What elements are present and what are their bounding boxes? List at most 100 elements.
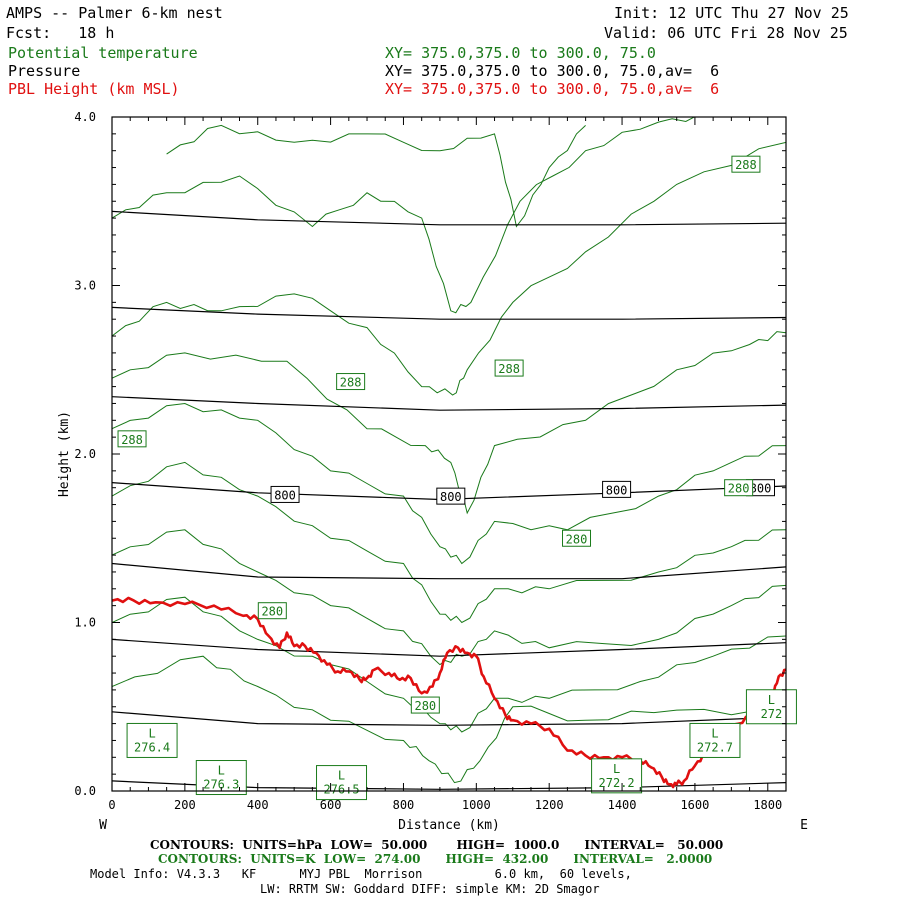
theta-contour-4 [112,402,786,565]
legend-pbl-xy: XY= 375.0,375.0 to 300.0, 75.0,av= 6 [385,80,720,98]
pressure-label-text: 800 [750,482,772,496]
legend-theta-name: Potential temperature [8,44,198,62]
pressure-contour-5 [112,638,786,657]
y-tick-label: 1.0 [74,616,96,630]
pressure-label-1: 800 [436,487,466,505]
x-axis-label: Distance (km) [398,818,500,833]
x-tick-label: 1600 [680,798,709,812]
x-tick-label: 1000 [462,798,491,812]
valid-time: Valid: 06 UTC Fri 28 Nov 25 [604,24,848,42]
theta-label-5: 280 [562,529,592,547]
pbl-height-line [111,596,787,789]
x-tick-label: 1200 [535,798,564,812]
low-marker-text: L [148,726,155,740]
theta-label-box [257,602,287,620]
footer-model-info: Model Info: V4.3.3 KF MYJ PBL Morrison 6… [90,867,632,881]
theta-label-4: 280 [257,602,287,620]
legend-pressure-name: Pressure [8,62,81,80]
low-marker-text: L [711,726,718,740]
theta-label-text: 288 [121,433,143,447]
y-tick-label: 4.0 [74,110,96,124]
low-marker-text: L [338,769,345,783]
legend-pressure-xy: XY= 375.0,375.0 to 300.0, 75.0,av= 6 [385,62,720,80]
footer-physics-info: LW: RRTM SW: Goddard DIFF: simple KM: 2D… [260,882,600,896]
pressure-label-box [602,480,632,498]
legend-theta-xy: XY= 375.0,375.0 to 300.0, 75.0 [385,44,656,62]
low-marker-box [316,765,368,801]
east-label: E [800,818,808,833]
theta-contour-6 [112,141,786,396]
theta-contour-3 [112,461,786,624]
theta-contours [112,117,786,784]
theta-label-box [336,373,366,391]
footer-pressure-contours: CONTOURS: UNITS=hPa LOW= 50.000 HIGH= 10… [150,838,724,852]
pressure-label-3: 800 [745,479,775,497]
pressure-label-text: 800 [606,483,628,497]
low-marker-text: 276.5 [323,783,359,797]
theta-label-box [494,359,524,377]
pressure-contour-4 [112,562,786,580]
theta-contour-5 [112,331,786,515]
theta-label-7: 280 [410,696,440,714]
footer-theta-contours: CONTOURS: UNITS=K LOW= 274.00 HIGH= 432.… [158,852,713,866]
y-axis-label: Height (km) [57,411,72,497]
pbl-height-series [111,596,787,789]
low-marker-box [591,758,643,794]
x-tick-label: 400 [247,798,269,812]
west-label: W [99,818,107,833]
low-marker-text: L [768,693,775,707]
contour-labels: 800 800 800 800288288288288280280280280L276… [117,155,797,801]
theta-label-text: 280 [566,532,588,546]
theta-label-text: 288 [498,362,520,376]
theta-label-box [410,696,440,714]
low-marker-text: L [613,762,620,776]
theta-label-2: 288 [494,359,524,377]
theta-label-box [562,529,592,547]
theta-label-text: 280 [414,699,436,713]
x-tick-label: 600 [320,798,342,812]
low-marker-text: 272 [761,707,783,721]
x-tick-label: 200 [174,798,196,812]
theta-contour-1 [112,596,786,733]
theta-contour-8 [166,124,586,228]
theta-label-6: 280 [724,479,754,497]
low-marker-text: 272.7 [697,740,733,754]
theta-label-text: 280 [261,605,283,619]
x-tick-label: 0 [108,798,115,812]
low-marker-text: L [218,764,225,778]
low-marker-box [689,722,741,758]
x-tick-label: 1800 [753,798,782,812]
low-marker-box [126,722,178,758]
x-tick-label: 1400 [608,798,637,812]
pressure-label-text: 800 [440,490,462,504]
theta-label-box [117,430,147,448]
y-tick-label: 2.0 [74,447,96,461]
pressure-label-0: 800 [270,485,300,503]
init-time: Init: 12 UTC Thu 27 Nov 25 [614,4,849,22]
pressure-contour-0 [112,210,786,226]
axes: 0 200 400 600 800 1000 1200 1400 1600 1800 0.0 1.0 2… [57,110,808,833]
pressure-contour-2 [112,396,786,411]
theta-label-text: 288 [735,158,757,172]
theta-label-box [724,479,754,497]
pressure-contour-1 [112,306,786,320]
theta-contour-7 [112,117,714,314]
theta-contour-0 [112,655,786,784]
low-marker-text: 272.2 [599,776,635,790]
pressure-label-box [436,487,466,505]
y-tick-label: 0.0 [74,784,96,798]
pressure-label-box [270,485,300,503]
theta-label-text: 280 [728,482,750,496]
theta-label-3: 288 [731,155,761,173]
theta-label-0: 288 [117,430,147,448]
theta-contour-2 [112,529,786,666]
low-marker-box [745,689,797,725]
low-marker-text: 276.4 [134,740,170,754]
chart-title: AMPS -- Palmer 6-km nest [6,4,223,22]
pressure-contour-6 [112,711,786,726]
pressure-label-2: 800 [602,480,632,498]
